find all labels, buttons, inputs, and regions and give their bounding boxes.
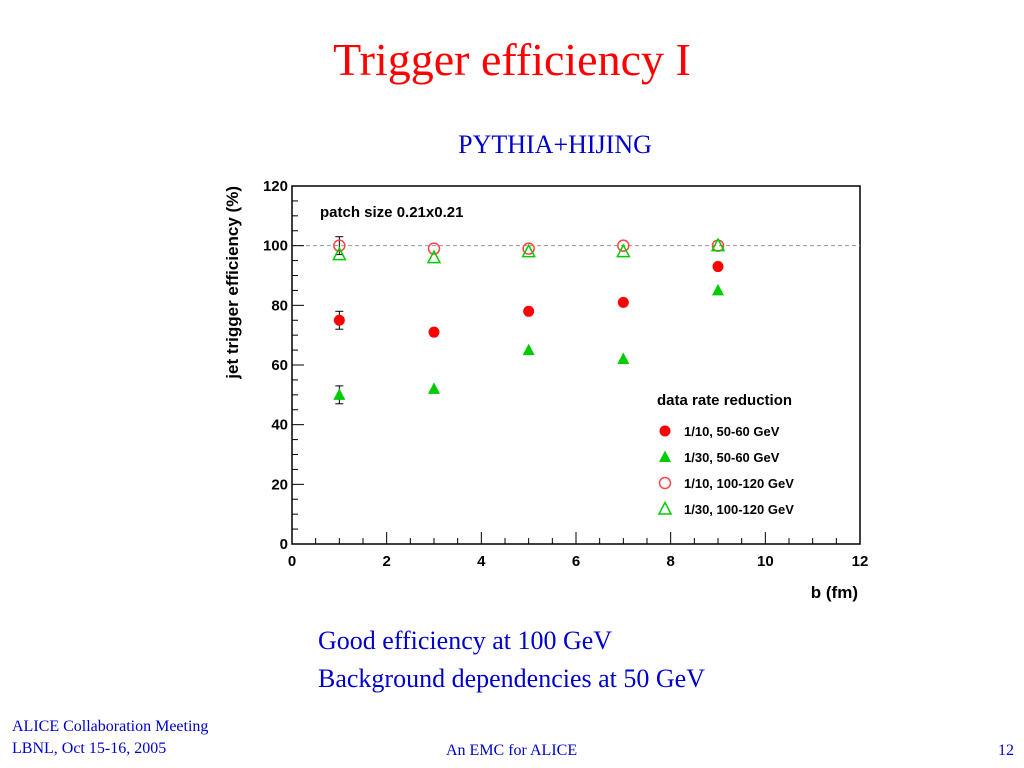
data-point: [428, 326, 440, 338]
x-tick-label: 4: [477, 553, 486, 570]
chart-title: patch size 0.21x0.21: [320, 204, 463, 221]
legend-marker: [659, 450, 671, 462]
footer-meeting-info: ALICE Collaboration Meeting LBNL, Oct 15…: [12, 716, 208, 760]
data-point: [522, 242, 535, 255]
y-tick-label: 120: [263, 178, 288, 195]
y-tick-label: 80: [271, 297, 288, 314]
series-4: [332, 237, 726, 264]
legend-marker: [657, 500, 673, 515]
x-tick-label: 0: [288, 553, 296, 570]
footer-talk-title: An EMC for ALICE: [446, 742, 578, 759]
legend-title: data rate reduction: [657, 392, 792, 409]
data-point: [617, 296, 629, 308]
y-tick-label: 60: [271, 357, 288, 374]
data-point: [426, 249, 442, 264]
chart-subtitle: PYTHIA+HIJING: [458, 130, 652, 159]
x-tick-label: 12: [852, 553, 869, 570]
legend-marker: [658, 476, 672, 490]
footer-meeting-name: ALICE Collaboration Meeting: [12, 718, 209, 735]
x-axis-label: b (fm): [811, 583, 858, 602]
series-2: [333, 283, 724, 405]
data-point: [332, 246, 347, 261]
summary-line-2: Background dependencies at 50 GeV: [318, 664, 705, 693]
legend-marker: [659, 425, 671, 437]
data-point: [333, 314, 345, 326]
summary-text: Good efficiency at 100 GeV Background de…: [318, 622, 705, 698]
slide-title: Trigger efficiency I: [333, 34, 691, 85]
summary-line-1: Good efficiency at 100 GeV: [318, 626, 613, 655]
data-point: [712, 283, 724, 296]
data-point: [333, 239, 346, 252]
legend-label: 1/30, 50-60 GeV: [684, 450, 780, 465]
data-point: [616, 243, 631, 258]
data-point: [427, 242, 441, 255]
data-point: [617, 239, 630, 252]
data-point: [333, 388, 346, 400]
data-point: [522, 343, 535, 356]
data-point: [523, 305, 535, 317]
page-number: 12: [998, 742, 1014, 759]
series-1: [333, 261, 724, 338]
data-point: [710, 237, 726, 252]
y-tick-label: 20: [271, 476, 288, 493]
data-point: [712, 261, 724, 273]
x-tick-label: 8: [666, 553, 674, 570]
x-tick-label: 10: [757, 553, 774, 570]
legend-label: 1/30, 100-120 GeV: [684, 502, 794, 517]
x-tick-label: 6: [572, 553, 580, 570]
data-point: [428, 382, 440, 394]
legend-label: 1/10, 50-60 GeV: [684, 424, 780, 439]
data-point: [617, 352, 630, 365]
x-tick-label: 2: [382, 553, 390, 570]
legend-label: 1/10, 100-120 GeV: [684, 476, 794, 491]
y-axis-label: jet trigger efficiency (%): [223, 186, 242, 380]
y-tick-label: 0: [280, 536, 288, 553]
data-point: [521, 243, 536, 258]
y-tick-label: 100: [263, 238, 288, 255]
footer-meeting-date: LBNL, Oct 15-16, 2005: [12, 740, 167, 757]
y-tick-label: 40: [271, 417, 288, 434]
